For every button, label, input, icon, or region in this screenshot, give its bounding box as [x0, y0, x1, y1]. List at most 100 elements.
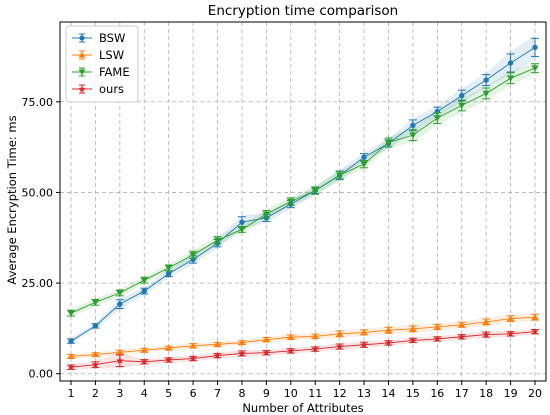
data-point — [506, 75, 515, 82]
data-point — [360, 161, 368, 168]
x-tick-label: 3 — [116, 387, 123, 400]
x-tick-label: 1 — [67, 387, 74, 400]
data-point — [140, 346, 148, 353]
x-tick-label: 6 — [190, 387, 197, 400]
data-point — [165, 270, 172, 277]
series-lsw — [66, 313, 540, 360]
data-point — [238, 349, 246, 357]
data-point — [239, 219, 245, 225]
data-point — [213, 351, 222, 359]
x-tick-label: 20 — [528, 387, 542, 400]
x-tick-label: 17 — [455, 387, 469, 400]
x-axis-ticks: 1 2 3 4 5 6 7 8 9 10 11 12 13 14 15 16 17 18 19 20 — [67, 381, 542, 400]
x-tick-label: 7 — [214, 387, 221, 400]
legend-item-bsw: BSW — [72, 31, 125, 45]
data-point — [189, 252, 197, 259]
data-point — [482, 330, 490, 338]
data-point — [165, 344, 173, 351]
series-layer — [66, 35, 540, 371]
data-point — [361, 154, 367, 160]
y-tick-label: 25.00 — [22, 277, 54, 290]
data-point — [238, 338, 246, 346]
y-tick-label: 50.00 — [22, 186, 54, 199]
data-point — [287, 347, 295, 354]
x-tick-label: 12 — [333, 387, 347, 400]
data-point — [507, 60, 514, 66]
data-point — [67, 363, 75, 371]
data-point — [262, 348, 270, 356]
legend-marker — [78, 85, 86, 92]
data-point — [384, 339, 393, 346]
series-line — [70, 331, 536, 368]
data-point — [67, 352, 75, 360]
data-point — [531, 65, 539, 72]
data-point — [189, 354, 197, 362]
data-point — [360, 328, 368, 336]
data-point — [531, 327, 539, 335]
x-tick-label: 18 — [479, 387, 493, 400]
data-point — [531, 313, 539, 320]
x-tick-label: 9 — [263, 387, 270, 400]
legend-marker — [78, 69, 86, 76]
data-point — [336, 330, 344, 337]
plot-frame — [59, 21, 547, 382]
data-point — [68, 338, 74, 344]
data-point — [213, 237, 222, 244]
error-band — [70, 328, 536, 371]
legend-label: BSW — [99, 31, 125, 45]
x-tick-label: 2 — [92, 387, 99, 400]
error-band — [70, 35, 536, 344]
data-point — [287, 333, 295, 340]
x-tick-label: 19 — [504, 387, 518, 400]
x-tick-label: 13 — [357, 387, 371, 400]
data-point — [116, 348, 124, 356]
data-point — [140, 277, 148, 284]
data-point — [311, 187, 319, 195]
data-point — [336, 342, 344, 350]
data-point — [91, 299, 100, 306]
y-axis-label: Average Encryption Time: ms — [5, 115, 19, 284]
data-point — [238, 226, 246, 234]
data-point — [532, 44, 538, 51]
data-point — [458, 332, 466, 340]
legend-label: FAME — [99, 65, 130, 79]
series-ours — [66, 327, 540, 371]
data-point — [67, 310, 75, 317]
data-point — [433, 335, 441, 342]
series-line — [70, 47, 536, 342]
data-point — [410, 122, 416, 129]
y-tick-label: 75.00 — [22, 96, 54, 109]
error-band — [70, 313, 536, 359]
chart-title: Encryption time comparison — [208, 3, 398, 19]
legend: BSW LSW FAME ours — [65, 25, 139, 103]
data-point — [433, 323, 441, 330]
data-point — [91, 350, 100, 358]
data-point — [140, 358, 148, 365]
data-point — [189, 342, 197, 349]
error-band — [70, 62, 536, 317]
legend-box — [65, 25, 139, 103]
data-point — [433, 115, 441, 122]
data-point — [384, 139, 393, 146]
data-point — [92, 323, 99, 329]
legend-label: ours — [99, 82, 124, 96]
x-tick-label: 10 — [284, 387, 298, 400]
data-point — [116, 356, 124, 364]
x-tick-label: 11 — [308, 387, 322, 400]
legend-label: LSW — [99, 48, 124, 62]
data-point — [506, 315, 515, 322]
y-axis-ticks: 0.00 25.00 50.00 75.00 — [22, 96, 60, 381]
data-point — [287, 198, 295, 206]
data-point — [483, 77, 489, 83]
x-tick-label: 14 — [381, 387, 395, 400]
x-tick-label: 5 — [165, 387, 172, 400]
data-point — [213, 340, 222, 348]
x-axis-label: Number of Attributes — [242, 401, 363, 415]
series-fame — [66, 62, 540, 317]
data-point — [165, 265, 173, 272]
data-point — [311, 332, 319, 340]
series-line — [70, 316, 536, 357]
legend-item-ours: ours — [72, 82, 124, 96]
data-point — [262, 211, 270, 218]
